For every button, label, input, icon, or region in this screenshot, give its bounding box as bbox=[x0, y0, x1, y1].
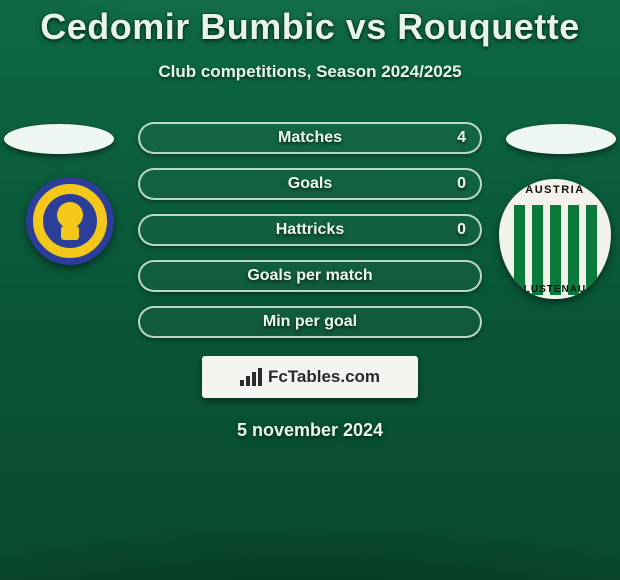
club-logo-left-inner bbox=[43, 194, 97, 248]
stat-label: Matches bbox=[278, 129, 342, 147]
stripe-icon bbox=[532, 205, 543, 295]
date-text: 5 november 2024 bbox=[0, 420, 620, 441]
stat-row-gpm: Goals per match bbox=[138, 260, 482, 292]
infographic-content: Cedomir Bumbic vs Rouquette Club competi… bbox=[0, 0, 620, 580]
subtitle: Club competitions, Season 2024/2025 bbox=[0, 62, 620, 82]
player-slot-left bbox=[4, 124, 114, 154]
stat-row-goals: Goals 0 bbox=[138, 168, 482, 200]
stripe-icon bbox=[586, 205, 597, 295]
stripe-icon bbox=[568, 205, 579, 295]
page-title: Cedomir Bumbic vs Rouquette bbox=[0, 6, 620, 48]
brand-text: FcTables.com bbox=[268, 367, 380, 387]
brand-badge: FcTables.com bbox=[202, 356, 418, 398]
stat-value-right: 0 bbox=[457, 221, 466, 239]
stat-row-hattricks: Hattricks 0 bbox=[138, 214, 482, 246]
barchart-icon bbox=[240, 368, 262, 386]
club-logo-right-bottom-text: LUSTENAU bbox=[499, 284, 611, 295]
player-slot-right bbox=[506, 124, 616, 154]
club-logo-left bbox=[26, 177, 114, 265]
stat-label: Min per goal bbox=[263, 313, 357, 331]
club-logo-right: AUSTRIA LUSTENAU bbox=[499, 179, 611, 299]
stripe-icon bbox=[550, 205, 561, 295]
stat-row-matches: Matches 4 bbox=[138, 122, 482, 154]
stripe-icon bbox=[514, 205, 525, 295]
stat-row-mpg: Min per goal bbox=[138, 306, 482, 338]
stat-value-right: 0 bbox=[457, 175, 466, 193]
stat-label: Hattricks bbox=[276, 221, 344, 239]
stat-label: Goals per match bbox=[247, 267, 372, 285]
stat-value-right: 4 bbox=[457, 129, 466, 147]
stat-label: Goals bbox=[288, 175, 332, 193]
club-logo-right-stripes bbox=[499, 179, 611, 299]
